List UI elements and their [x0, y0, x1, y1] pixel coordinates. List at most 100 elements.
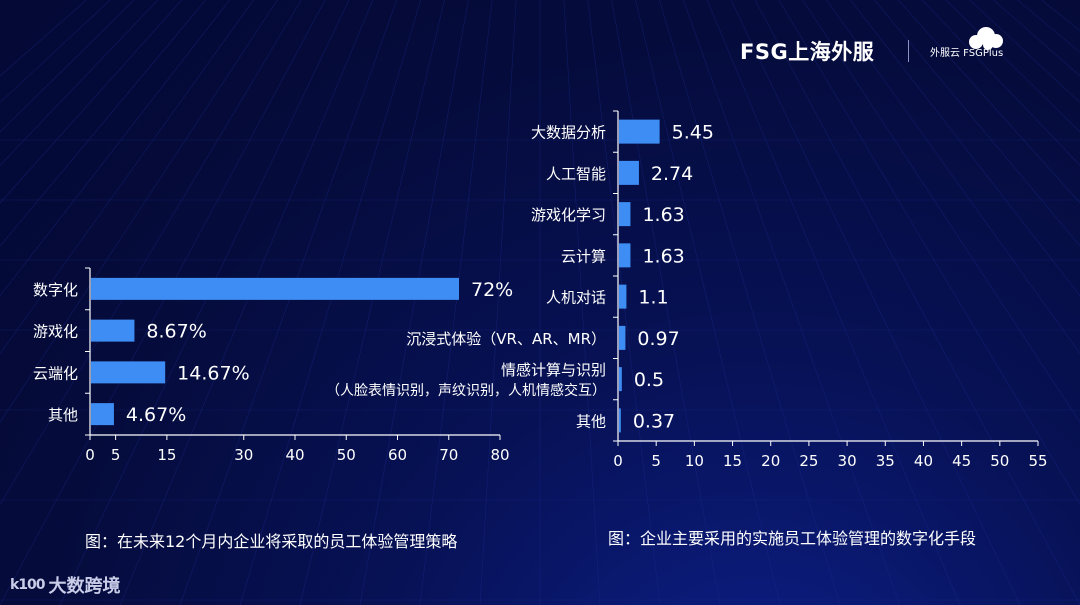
value-label: 14.67%: [177, 362, 249, 384]
grid-line: [635, 0, 781, 605]
x-tick-label: 40: [285, 446, 304, 464]
category-label: 数字化: [33, 281, 78, 299]
grid-line: [706, 0, 961, 605]
bar: [91, 403, 114, 426]
bar: [619, 284, 627, 309]
x-tick-label: 40: [914, 452, 933, 470]
bar: [619, 367, 622, 392]
grid-line: [826, 0, 1080, 355]
grid-line: [587, 0, 661, 605]
grid-line: [0, 0, 278, 423]
grid-line: [754, 0, 1080, 605]
cloud-icon: [969, 27, 1003, 50]
x-tick-label: 15: [157, 446, 176, 464]
x-tick-label: 5: [111, 446, 121, 464]
grid-line: [921, 0, 1080, 166]
left-chart-caption: 图：在未来12个月内企业将采取的员工体验管理策略: [85, 532, 458, 551]
grid-line: [0, 0, 230, 297]
grid-line: [730, 0, 1021, 605]
grid-line: [0, 0, 302, 506]
grid-line: [659, 0, 841, 605]
bar: [91, 319, 135, 342]
category-label: 沉浸式体验（VR、AR、MR）: [406, 330, 606, 348]
bar: [619, 160, 639, 185]
x-tick-label: 80: [490, 446, 509, 464]
grid-line: [179, 0, 398, 605]
bar: [91, 277, 459, 300]
category-sublabel: （人脸表情识别，声纹识别，人机情感交互）: [326, 382, 606, 399]
x-tick-label: 15: [723, 452, 742, 470]
grid-line: [563, 0, 601, 605]
value-label: 8.67%: [146, 321, 206, 343]
x-tick-label: 0: [85, 446, 95, 464]
grid-line: [299, 0, 445, 605]
x-tick-label: 55: [1028, 452, 1047, 470]
category-label: 大数据分析: [531, 124, 606, 142]
grid-line: [778, 0, 1080, 506]
value-label: 1.63: [642, 204, 684, 226]
x-tick-label: 60: [388, 446, 407, 464]
x-tick-label: 35: [876, 452, 895, 470]
x-tick-label: 25: [799, 452, 818, 470]
grid-line: [0, 0, 207, 247]
grid-line: [682, 0, 901, 605]
category-label: 其他: [576, 412, 606, 430]
grid-line: [0, 0, 254, 355]
grid-line: [239, 0, 421, 605]
grid-line: [850, 0, 1080, 297]
logo-divider: [908, 40, 909, 62]
value-label: 0.37: [633, 410, 675, 432]
grid-line: [611, 0, 721, 605]
value-label: 1.63: [642, 245, 684, 267]
x-tick-label: 45: [952, 452, 971, 470]
grid-line: [359, 0, 469, 605]
grid-line: [119, 0, 374, 605]
grid-line: [0, 0, 183, 204]
x-tick-label: 50: [337, 446, 356, 464]
bar: [619, 325, 626, 350]
value-label: 5.45: [672, 122, 714, 144]
grid-line: [0, 0, 135, 133]
grid-line: [873, 0, 1080, 247]
category-label: 游戏化学习: [531, 206, 606, 224]
bar: [619, 408, 621, 433]
watermark-logo: k100: [10, 577, 46, 593]
category-label: 云端化: [33, 364, 78, 382]
category-label: 游戏化: [33, 323, 78, 341]
right-chart-caption: 图：企业主要采用的实施员工体验管理的数字化手段: [608, 529, 977, 548]
left-bar-chart: 0 5 15 30 40 50 60 70 80 数字化 72% 游戏化 8.67% 云端化 14.67% 其…: [33, 267, 513, 464]
category-label: 其他: [48, 406, 78, 424]
grid-line: [945, 0, 1080, 133]
grid-line: [479, 0, 517, 605]
x-tick-label: 50: [990, 452, 1009, 470]
value-label: 0.97: [637, 328, 679, 350]
grid-line: [897, 0, 1080, 204]
fsgplus-logo: 外服云 FSGPlus: [930, 47, 1004, 59]
watermark-text: 大数跨境: [48, 576, 121, 597]
category-label: 人机对话: [546, 289, 606, 307]
value-label: 4.67%: [126, 404, 186, 426]
bar: [619, 119, 660, 144]
right-bar-chart: 0 5 10 15 20 25 30 35 40 45 50 55 大数据分析 5.45 人工智能 2.74 游…: [326, 110, 1048, 470]
category-label: 云计算: [561, 247, 606, 265]
grid-line: [59, 0, 350, 605]
watermark: k100 大数跨境: [10, 572, 121, 598]
x-tick-label: 70: [439, 446, 458, 464]
bar: [619, 243, 631, 268]
fsg-logo: FSG上海外服: [740, 40, 875, 64]
bar: [619, 202, 631, 227]
value-label: 0.5: [634, 369, 664, 391]
x-tick-label: 10: [685, 452, 704, 470]
grid-line: [802, 0, 1080, 423]
x-tick-label: 30: [234, 446, 253, 464]
grid-line: [0, 0, 159, 166]
value-label: 72%: [471, 279, 513, 301]
bar: [91, 361, 166, 384]
grid-line: [419, 0, 493, 605]
x-tick-label: 5: [651, 452, 661, 470]
category-label: 情感计算与识别: [501, 361, 606, 379]
x-tick-label: 20: [761, 452, 780, 470]
value-label: 2.74: [651, 163, 693, 185]
